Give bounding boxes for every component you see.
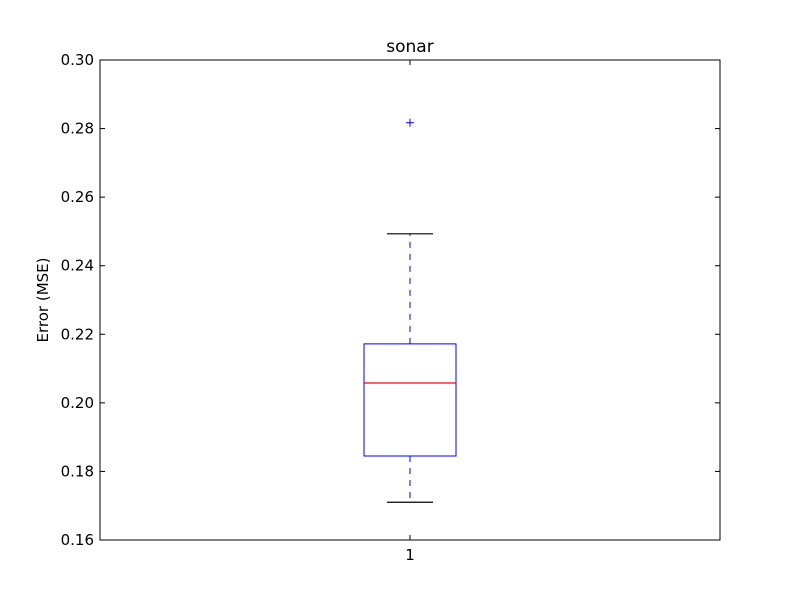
chart-title: sonar [386, 37, 433, 57]
y-tick-label: 0.16 [61, 531, 94, 549]
outlier-point [406, 118, 414, 127]
plot-area [363, 118, 457, 503]
y-tick-label: 0.26 [61, 188, 94, 206]
y-tick-label: 0.24 [61, 257, 94, 275]
y-tick-label: 0.28 [61, 120, 94, 138]
y-tick-label: 0.20 [61, 394, 94, 412]
box-iqr [363, 343, 457, 457]
y-tick-label: 0.30 [61, 51, 94, 69]
y-tick-label: 0.18 [61, 462, 94, 480]
y-tick-label: 0.22 [61, 325, 94, 343]
y-axis-label: Error (MSE) [34, 258, 52, 343]
x-tick-label: 1 [405, 546, 415, 564]
